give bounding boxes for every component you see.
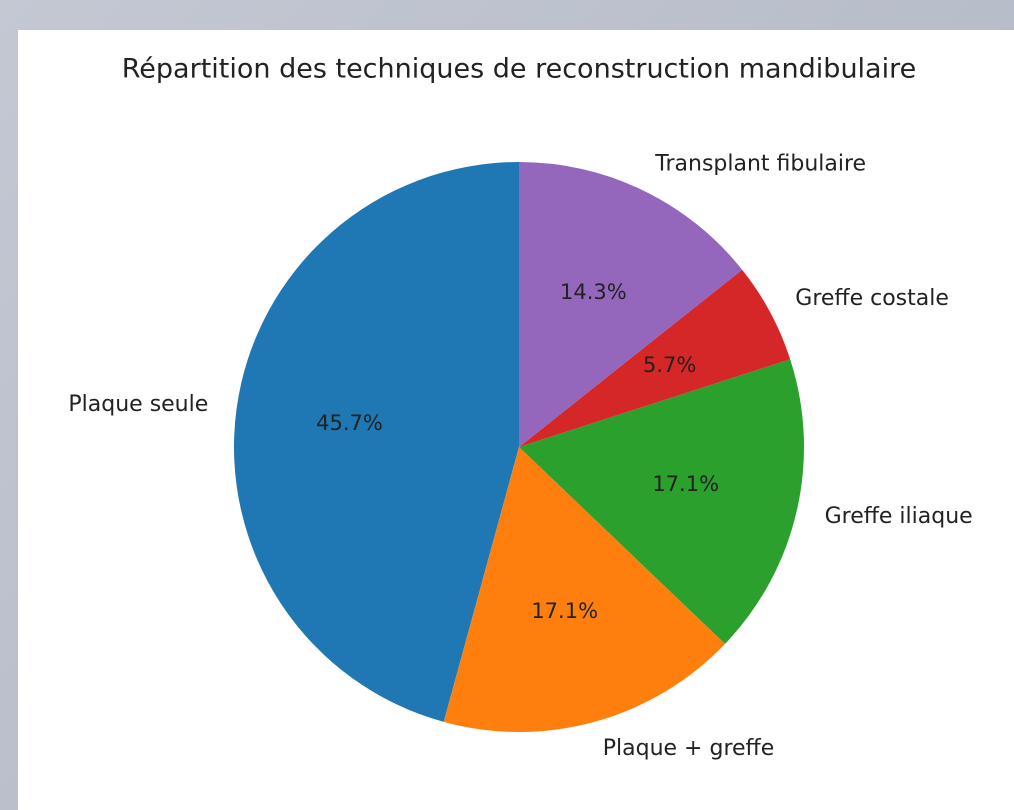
slice-percent: 17.1% bbox=[652, 472, 719, 496]
slice-percent: 14.3% bbox=[560, 280, 627, 304]
slice-percent: 5.7% bbox=[643, 353, 696, 377]
chart-title: Répartition des techniques de reconstruc… bbox=[122, 54, 916, 85]
slice-label: Greffe costale bbox=[795, 286, 949, 311]
slice-label: Plaque + greffe bbox=[603, 736, 774, 761]
pie-slice bbox=[519, 359, 804, 644]
slice-label: Greffe iliaque bbox=[825, 504, 973, 529]
pie-slice bbox=[443, 447, 726, 732]
slice-label: Plaque seule bbox=[68, 392, 208, 417]
slice-percent: 17.1% bbox=[531, 599, 598, 623]
pie-slice bbox=[519, 162, 743, 447]
pie-slice bbox=[519, 269, 791, 447]
pie-slice bbox=[234, 162, 519, 722]
slice-percent: 45.7% bbox=[316, 411, 383, 435]
slice-label: Transplant fibulaire bbox=[654, 152, 866, 177]
